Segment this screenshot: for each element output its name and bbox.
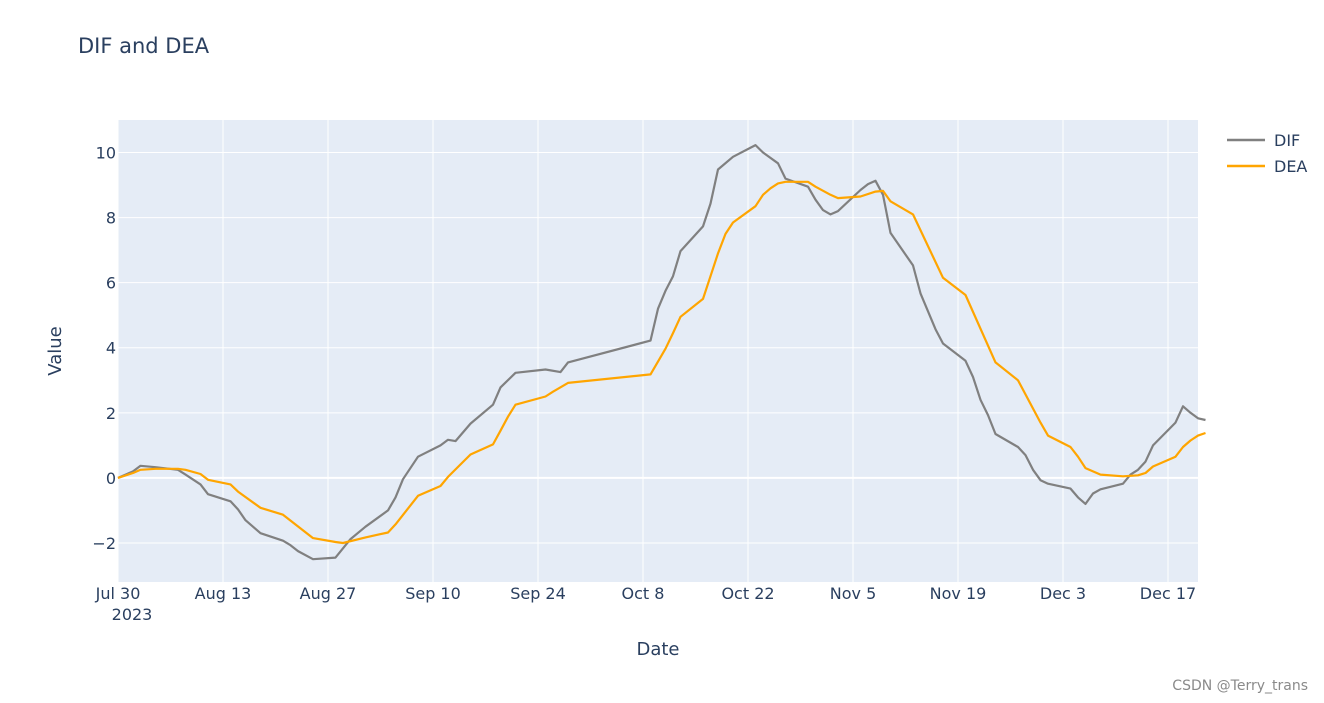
x-tick-label: Jul 30	[95, 584, 141, 603]
x-tick-label: Sep 24	[510, 584, 566, 603]
x-tick-label: Aug 27	[300, 584, 357, 603]
y-tick-label: 8	[106, 209, 116, 228]
legend-label-dea: DEA	[1274, 157, 1307, 176]
y-axis-title: Value	[45, 326, 66, 375]
y-tick-labels: −2 0 2 4 6 8 10	[92, 144, 116, 553]
x-tick-label: Dec 17	[1140, 584, 1196, 603]
legend-label-dif: DIF	[1274, 131, 1300, 150]
series-line-dif	[117, 144, 1206, 561]
y-tick-label: 0	[106, 469, 116, 488]
x-tick-labels: Jul 30 2023 Aug 13 Aug 27 Sep 10 Sep 24 Oct 8 O…	[95, 584, 1197, 624]
grid-layer	[117, 120, 1198, 582]
chart-title: DIF and DEA	[78, 34, 210, 58]
y-tick-label: 6	[106, 274, 116, 293]
x-axis-title: Date	[636, 639, 679, 660]
x-tick-label: Oct 8	[622, 584, 665, 603]
legend: DIF DEA	[1227, 131, 1307, 176]
series-line-dea	[117, 180, 1206, 545]
watermark: CSDN @Terry_trans	[1172, 678, 1308, 694]
x-tick-sublabel: 2023	[112, 605, 153, 624]
plot-area	[118, 120, 1198, 582]
y-tick-label: 4	[106, 339, 116, 358]
x-tick-label: Dec 3	[1040, 584, 1086, 603]
x-tick-label: Aug 13	[195, 584, 252, 603]
x-tick-label: Sep 10	[405, 584, 461, 603]
y-tick-label: 2	[106, 404, 116, 423]
x-tick-label: Oct 22	[721, 584, 774, 603]
series-layer	[117, 144, 1206, 561]
x-tick-label: Nov 5	[830, 584, 877, 603]
y-tick-label: −2	[92, 534, 116, 553]
y-tick-label: 10	[96, 144, 116, 163]
x-tick-label: Nov 19	[930, 584, 987, 603]
